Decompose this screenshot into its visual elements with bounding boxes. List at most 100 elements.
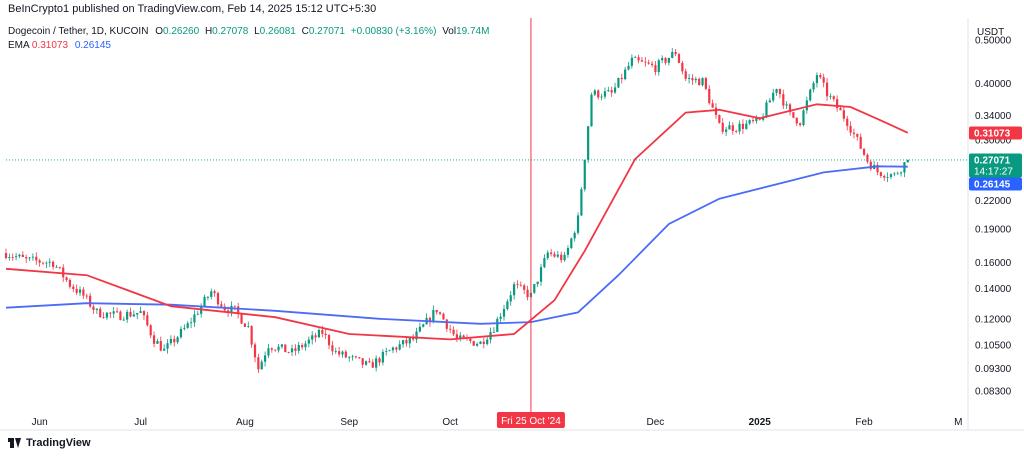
candle <box>408 337 411 348</box>
candle-body <box>260 361 263 370</box>
candle-body <box>112 311 115 314</box>
candle-body <box>825 82 829 97</box>
candle <box>129 307 132 318</box>
currency-label[interactable]: USDT <box>977 27 1005 38</box>
candle <box>398 340 401 351</box>
candle-body <box>576 215 580 233</box>
candle <box>240 313 243 324</box>
candle <box>593 89 596 97</box>
candle-body <box>146 315 149 326</box>
candle-body <box>301 345 304 348</box>
high-value: 0.27078 <box>212 26 249 37</box>
candle-body <box>593 90 596 95</box>
candle <box>216 291 220 307</box>
candle-body <box>741 123 745 129</box>
candle-body <box>684 71 687 79</box>
candle <box>647 59 650 65</box>
candle <box>324 329 327 339</box>
candle <box>674 49 677 57</box>
candle-body <box>768 100 771 103</box>
candle-body <box>99 308 102 318</box>
candle-body <box>432 310 435 323</box>
candle <box>627 62 630 71</box>
y-tick-label: 0.16000 <box>975 258 1012 269</box>
candle <box>72 284 75 293</box>
candle-body <box>486 339 489 344</box>
candle <box>405 336 408 347</box>
symbol-title[interactable]: Dogecoin / Tether, 1D, KUCOIN <box>8 26 149 37</box>
candle-body <box>664 58 667 63</box>
candle <box>156 338 159 344</box>
candle <box>41 261 45 265</box>
candle-body <box>321 329 324 334</box>
candle-body <box>405 340 408 344</box>
candle-body <box>92 306 95 310</box>
candle <box>247 321 250 328</box>
candle <box>587 125 590 163</box>
candle-body <box>72 286 75 290</box>
candle <box>782 89 785 110</box>
candle-body <box>324 333 327 336</box>
candle <box>277 344 280 353</box>
candle-body <box>788 104 792 113</box>
candle-body <box>196 313 199 315</box>
candle-body <box>617 77 620 88</box>
ema-fast-line <box>5 103 909 341</box>
candle-body <box>745 123 748 129</box>
candle <box>391 346 395 354</box>
candle-body <box>654 65 657 73</box>
candle <box>250 325 253 348</box>
candle-body <box>45 262 48 264</box>
candle-body <box>556 254 559 257</box>
candle <box>75 284 78 296</box>
published-by: BeInCrypto1 published on TradingView.com… <box>8 3 377 15</box>
candle-body <box>782 94 785 106</box>
x-tick-label: M <box>954 417 962 428</box>
candle <box>819 73 822 80</box>
candle-body <box>344 351 347 358</box>
candle <box>785 101 788 109</box>
volume-label: Vol <box>442 26 457 37</box>
candle-body <box>102 317 105 318</box>
candle <box>35 252 38 265</box>
candle-body <box>708 88 711 104</box>
candle-body <box>671 52 674 58</box>
candle <box>620 73 623 84</box>
x-tick-label: Oct <box>442 417 458 428</box>
candle-body <box>509 295 512 302</box>
candle <box>566 245 570 258</box>
candle-body <box>408 337 411 344</box>
candle <box>812 81 815 93</box>
candle-body <box>620 77 623 80</box>
candle <box>136 312 139 320</box>
y-tick-label: 0.09300 <box>975 364 1012 375</box>
candle-body <box>18 254 21 257</box>
candle-body <box>176 337 179 343</box>
candle-body <box>75 289 78 293</box>
candle <box>78 286 82 296</box>
candle <box>311 331 314 345</box>
candle <box>102 312 105 319</box>
candle <box>852 128 856 139</box>
candle-body <box>886 177 889 178</box>
candle-body <box>899 172 903 174</box>
candle <box>327 333 331 350</box>
candle-body <box>852 132 856 134</box>
candle-body <box>435 310 438 313</box>
candle <box>731 122 734 135</box>
candle <box>866 153 869 164</box>
candle-body <box>119 311 122 320</box>
candle <box>539 264 543 286</box>
candle-body <box>691 78 694 81</box>
candle-body <box>378 358 381 363</box>
candle-body <box>775 88 778 93</box>
candle-body <box>687 78 691 79</box>
ema-row[interactable]: EMA 0.31073 0.26145 <box>8 39 492 53</box>
candle <box>506 299 509 311</box>
candle <box>25 254 28 263</box>
candle <box>301 343 304 350</box>
candle-body <box>395 347 398 350</box>
y-tick-label: 0.22000 <box>975 196 1012 207</box>
candle-body <box>772 92 775 101</box>
